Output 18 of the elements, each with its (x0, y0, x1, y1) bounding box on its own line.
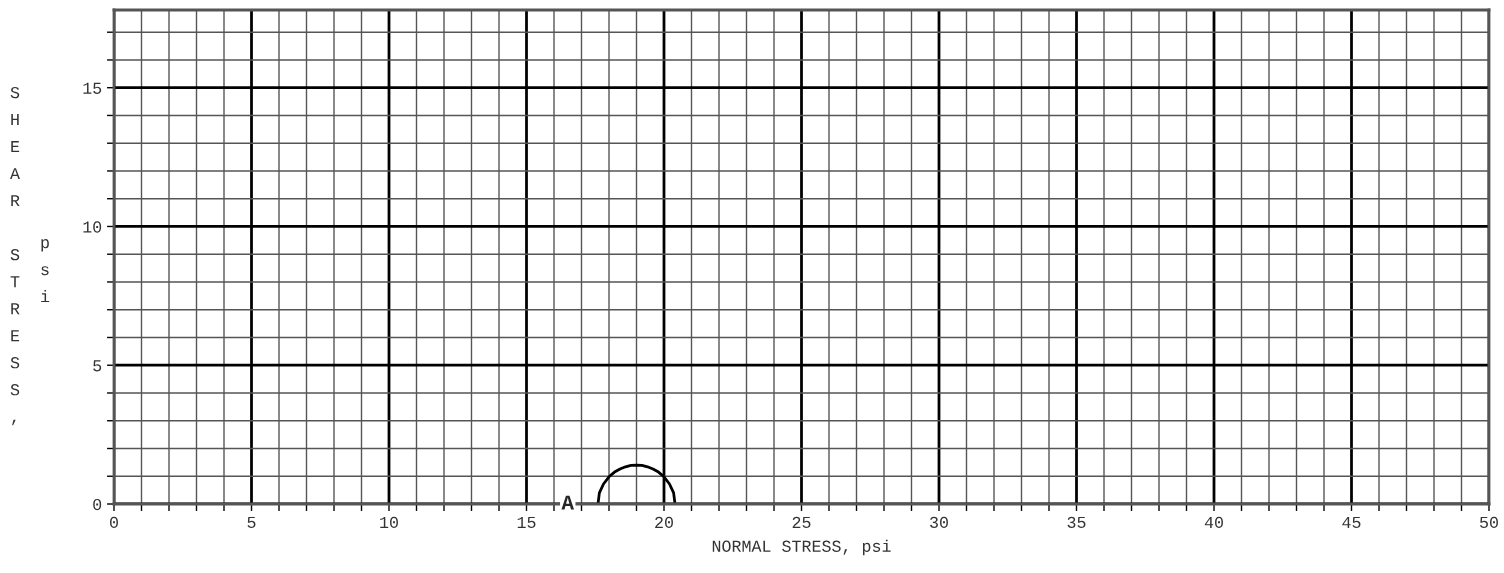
x-tick-label: 50 (1480, 516, 1498, 529)
x-tick-label: 35 (1067, 516, 1086, 529)
annotation: A (561, 495, 574, 510)
x-tick-label: 30 (930, 516, 948, 529)
x-tick-label: 10 (380, 516, 398, 529)
text: SHEAR STRESS, psi (10, 86, 50, 426)
y-tick-label: 0 (93, 498, 102, 511)
x-tick-label: 40 (1204, 516, 1223, 529)
x-tick-label: 0 (110, 516, 118, 529)
y-tick-label: 5 (93, 360, 102, 372)
x-tick-label: 5 (247, 516, 256, 529)
y-tick-label: 15 (83, 82, 102, 94)
x-tick-label: 15 (517, 516, 536, 529)
x-tick-label: 20 (655, 516, 673, 529)
x-axis-title: NORMAL STRESS, psi (712, 539, 891, 556)
x-tick-label: 45 (1342, 516, 1361, 529)
y-tick-label: 10 (83, 221, 102, 233)
x-tick-label: 25 (792, 516, 811, 529)
